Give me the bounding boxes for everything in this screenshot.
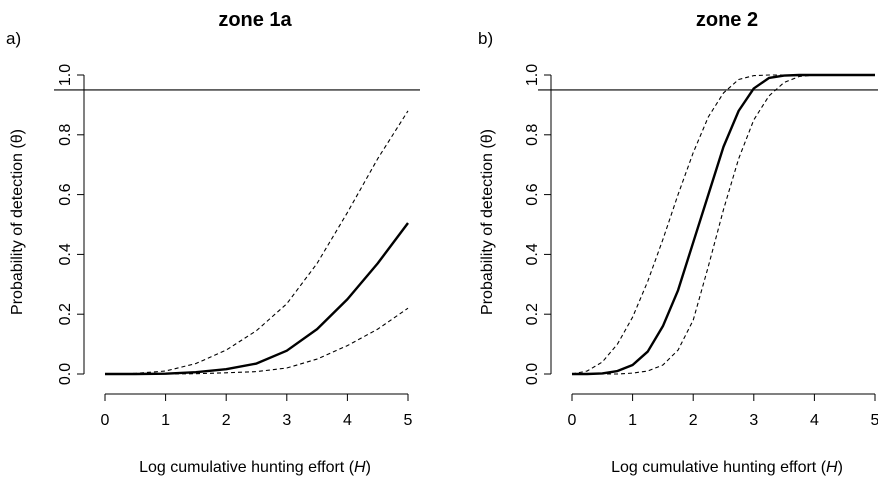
y-tick-label: 0.0 [524,363,541,385]
mean-probability-line [105,222,409,376]
y-tick-label: 0.6 [57,183,74,205]
x-axis-label-zone-2: Log cumulative hunting effort (H) [611,459,843,476]
y-axis-label-zone-1a: Probability of detection (θ) [9,129,26,315]
x-axis-label-main: Log cumulative hunting effort ( [611,459,827,476]
x-tick-label: 3 [282,412,291,429]
panel-label-a: a) [6,29,21,48]
y-tick-label: 0.0 [57,363,74,385]
panel-label-b: b) [478,29,493,48]
x-axis-label-variable: H [826,459,838,476]
y-tick-label: 0.4 [57,243,74,265]
chart-title-zone-2: zone 2 [696,9,758,31]
x-axis-label-zone-1a: Log cumulative hunting effort (H) [139,459,371,476]
y-tick-label: 0.2 [57,303,74,325]
x-tick-label: 5 [871,412,878,429]
y-tick-label: 0.8 [57,124,74,146]
x-tick-label: 1 [161,412,170,429]
confidence-bound-line [572,74,875,375]
x-axis-label-close: ) [366,459,371,476]
y-tick-label: 1.0 [57,64,74,86]
x-tick-label: 3 [749,412,758,429]
y-tick-label: 0.2 [524,303,541,325]
y-tick-label: 0.8 [524,124,541,146]
y-axis-label-zone-2: Probability of detection (θ) [479,129,496,315]
plot-area-zone-2: 0 1 2 3 4 5 0.0 0.2 0.4 0.6 0.8 1.0 [524,64,878,429]
mean-probability-line [572,73,875,376]
x-axis-label-main: Log cumulative hunting effort ( [139,459,355,476]
confidence-bound-line [104,110,409,375]
x-tick-label: 2 [222,412,231,429]
x-tick-label: 4 [810,412,819,429]
x-tick-label: 0 [101,412,110,429]
x-tick-label: 2 [689,412,698,429]
x-tick-label: 4 [343,412,352,429]
x-axis-label-close: ) [838,459,843,476]
y-tick-label: 1.0 [524,64,541,86]
panel-zone-2: b) zone 2 Probability of detection (θ) L… [478,9,878,476]
x-tick-label: 0 [568,412,577,429]
x-tick-label: 1 [628,412,637,429]
chart-title-zone-1a: zone 1a [218,9,292,31]
x-axis-label-variable: H [354,459,366,476]
y-tick-label: 0.6 [524,183,541,205]
confidence-bound-line [571,74,875,375]
x-tick-label: 5 [404,412,413,429]
confidence-bound-line [105,307,409,375]
plot-area-zone-1a: 0 1 2 3 4 5 0.0 0.2 0.4 0.6 0.8 1.0 [54,64,420,429]
panel-zone-1a: a) zone 1a Probability of detection (θ) … [6,9,420,476]
y-tick-label: 0.4 [524,243,541,265]
